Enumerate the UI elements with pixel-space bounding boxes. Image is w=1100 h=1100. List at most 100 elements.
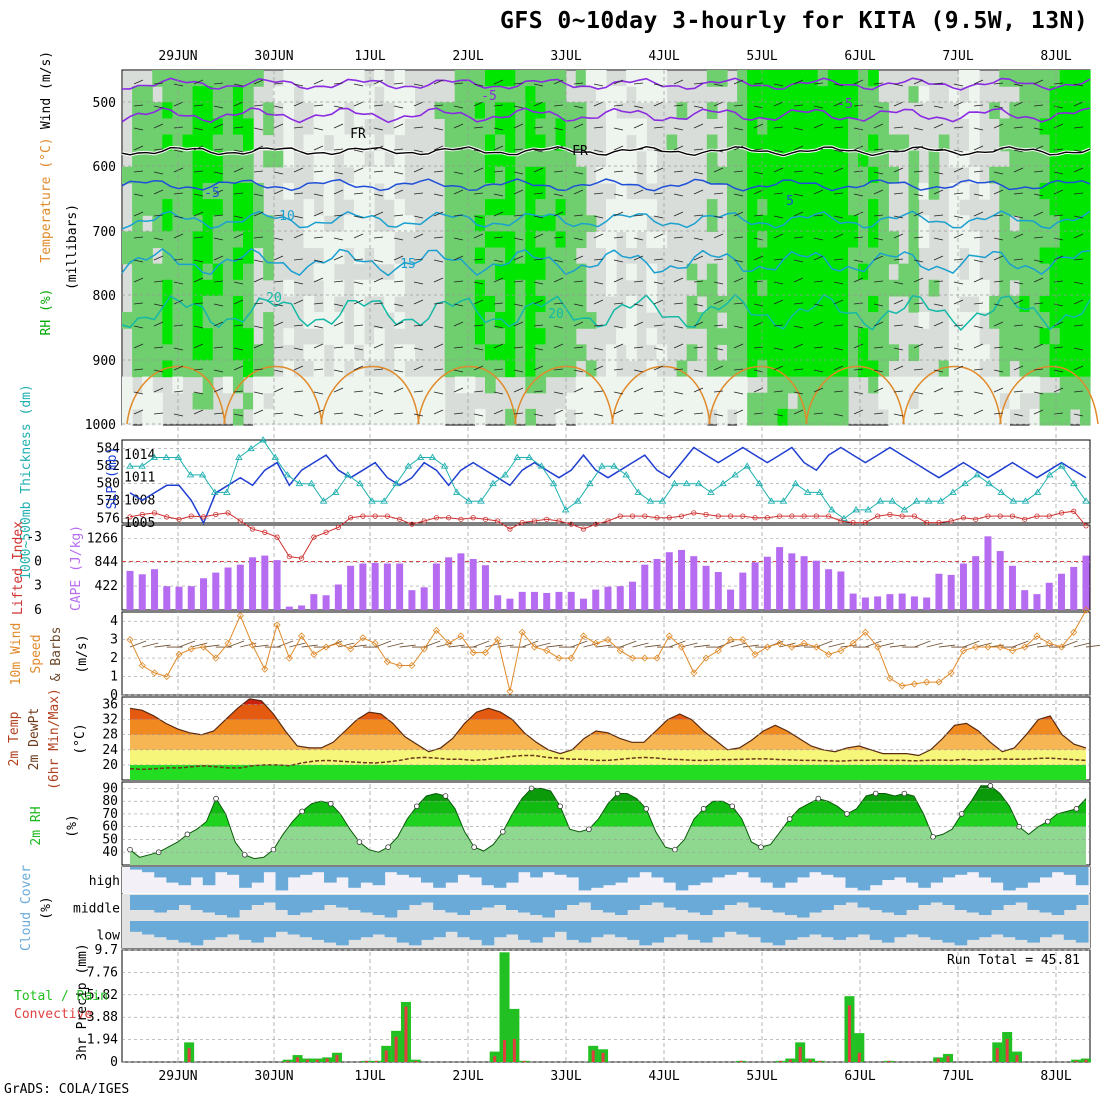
- wind-barb: [213, 105, 224, 109]
- rh-band: [130, 813, 1086, 827]
- rh-cell: [656, 70, 668, 87]
- rh-cell: [122, 247, 133, 265]
- rh-cell: [232, 70, 244, 87]
- rh-cell: [444, 166, 456, 184]
- rh-cell: [868, 102, 879, 120]
- wind-barb: [613, 79, 624, 85]
- rh-cell: [827, 182, 839, 200]
- wind-barb: [653, 299, 664, 305]
- rh-cell: [827, 70, 839, 87]
- rh-cell: [656, 86, 668, 103]
- wind-barb: [753, 105, 764, 109]
- wind-barb: [733, 409, 744, 415]
- wind-barb: [653, 413, 664, 417]
- wind-barb: [533, 324, 544, 327]
- rh-cell: [737, 279, 748, 297]
- wind-barb: [633, 412, 644, 415]
- cloud-bar-middle: [518, 895, 531, 913]
- cloud-bar-low: [990, 921, 1004, 935]
- cape-bar: [469, 559, 477, 610]
- wind-barb: [633, 171, 644, 175]
- wind-barb: [173, 101, 184, 107]
- thickness-marker: [210, 488, 219, 495]
- rh-cell: [969, 70, 980, 87]
- rh-cell: [868, 118, 879, 136]
- wind-barb: [913, 127, 924, 131]
- rh-cell: [646, 328, 658, 345]
- wind-barb: [953, 324, 964, 327]
- rh-cell: [525, 86, 537, 103]
- cloud-bar-high: [699, 867, 713, 883]
- rh-cell: [575, 70, 587, 87]
- thickness-marker: [247, 444, 255, 452]
- cloud-bar-high: [845, 867, 859, 888]
- rh-cell: [212, 102, 224, 120]
- cloud-bar-high: [1051, 867, 1065, 873]
- rh-cell: [212, 344, 224, 362]
- cloud-bar-high: [130, 867, 143, 870]
- rh-cell: [232, 344, 244, 362]
- rh-cell: [394, 70, 405, 87]
- rh-cell: [757, 328, 768, 345]
- cloud-bar-high: [748, 867, 762, 878]
- rh-cell: [1079, 118, 1091, 136]
- rh-cell: [343, 70, 355, 87]
- rh-cell: [969, 231, 980, 249]
- rh-cell: [706, 279, 718, 297]
- cape-bar: [825, 569, 833, 610]
- rh-cell: [132, 166, 143, 184]
- rh-cell: [626, 295, 637, 313]
- rh-cell: [545, 102, 557, 120]
- wind-barb: [533, 167, 544, 173]
- wind-barb: [773, 365, 784, 371]
- temp-band: [130, 734, 1086, 750]
- wind10-marker: [187, 645, 195, 653]
- rh-cell: [222, 312, 234, 329]
- rh-cell: [817, 312, 829, 329]
- wind-barb: [433, 409, 444, 415]
- rh-cell: [333, 376, 345, 394]
- rh-cell: [253, 231, 264, 249]
- wind-barb: [333, 303, 344, 307]
- rh-cell: [1059, 408, 1071, 426]
- rh-cell: [535, 344, 547, 362]
- rh-cell: [162, 118, 174, 136]
- wind-barb: [593, 167, 604, 173]
- rh-cell: [727, 199, 738, 216]
- precip-convective-bar: [1084, 1059, 1088, 1062]
- li-marker: [936, 519, 942, 526]
- wind-barb: [573, 105, 584, 109]
- cloud-bar-high: [554, 867, 568, 875]
- li-marker: [519, 519, 525, 526]
- rh-cell: [232, 215, 244, 232]
- rh-cell: [565, 134, 577, 152]
- wind-barb: [853, 170, 864, 173]
- wind-barb: [913, 236, 924, 239]
- wind-barb: [1013, 101, 1024, 107]
- rh-cell: [1069, 247, 1081, 265]
- wind-barb: [253, 127, 264, 131]
- rh-cell: [283, 408, 295, 426]
- wind-barb: [473, 324, 484, 327]
- rh-cell: [222, 86, 234, 103]
- rh-cell: [817, 263, 829, 281]
- rh-cell: [928, 182, 940, 200]
- li-marker: [372, 513, 378, 519]
- rh-cell: [706, 134, 718, 152]
- rh-cell: [787, 263, 799, 281]
- cloud-bar-middle: [493, 895, 507, 905]
- rh-cell: [364, 134, 375, 152]
- wind-barb: [153, 369, 164, 373]
- rh-cell: [243, 166, 254, 184]
- rh-cell: [434, 376, 446, 394]
- rh-cell: [827, 166, 839, 184]
- wind-barb: [133, 127, 144, 131]
- contour-label: 10: [279, 209, 295, 224]
- thickness-marker: [779, 497, 788, 504]
- wind-barb: [813, 189, 824, 195]
- cape-bar: [751, 562, 759, 610]
- rh-cell: [757, 199, 768, 216]
- rh-cell: [1019, 199, 1031, 216]
- thickness-tick-label: 578: [97, 494, 120, 509]
- rh-cell: [787, 134, 799, 152]
